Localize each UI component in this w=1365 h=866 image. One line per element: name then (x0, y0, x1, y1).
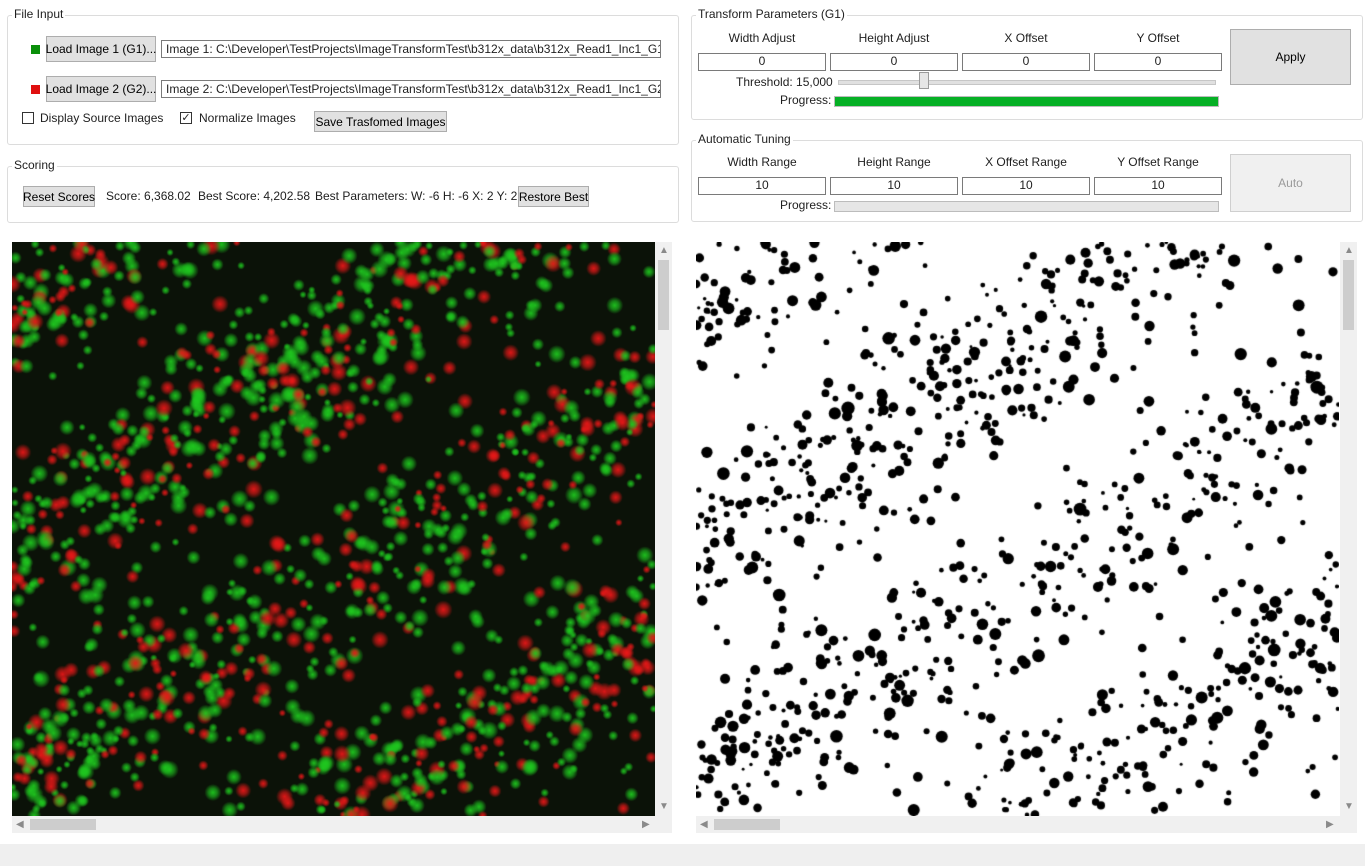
composite-image (12, 242, 655, 816)
best-params-text: Best Parameters: W: -6 H: -6 X: 2 Y: 2 (315, 189, 518, 203)
apply-button[interactable]: Apply (1230, 29, 1351, 85)
scroll-left-icon[interactable]: ◀ (16, 819, 24, 830)
transform-progress-bar (834, 96, 1219, 107)
normalize-checkbox[interactable]: ✓ (180, 112, 192, 124)
g2-color-swatch (31, 85, 40, 94)
threshold-slider-thumb[interactable] (919, 72, 930, 89)
status-bar (0, 844, 1365, 866)
display-source-checkbox[interactable] (22, 112, 34, 124)
height-range-label: Height Range (857, 155, 931, 169)
auto-button[interactable]: Auto (1230, 154, 1351, 212)
threshold-image (696, 242, 1339, 816)
scroll-right-icon[interactable]: ▶ (642, 819, 650, 830)
load-image-1-button[interactable]: Load Image 1 (G1)... (46, 36, 156, 62)
x-offset-range-input[interactable]: 10 (962, 177, 1090, 195)
left-vertical-scrollbar[interactable]: ▲ ▼ (655, 242, 672, 816)
threshold-image-viewer[interactable] (696, 242, 1339, 816)
best-score-text: Best Score: 4,202.58 (198, 189, 311, 203)
width-range-label: Width Range (727, 155, 797, 169)
save-transformed-button[interactable]: Save Trasfomed Images (314, 111, 447, 132)
scroll-down-icon[interactable]: ▼ (1344, 801, 1354, 812)
auto-progress-label: Progress: (780, 198, 832, 212)
scroll-right-icon[interactable]: ▶ (1326, 819, 1334, 830)
composite-image-viewer[interactable] (12, 242, 655, 816)
right-horizontal-scrollbar[interactable]: ◀ ▶ (696, 816, 1357, 833)
score-text: Score: 6,368.02 (106, 189, 191, 203)
threshold-label: Threshold: 15,000 (736, 75, 833, 89)
auto-progress-bar (834, 201, 1219, 212)
threshold-slider-track[interactable] (838, 80, 1216, 85)
auto-tuning-title: Automatic Tuning (696, 132, 793, 146)
x-offset-label: X Offset (1004, 31, 1048, 45)
right-horizontal-scroll-thumb[interactable] (714, 819, 780, 830)
y-offset-input[interactable]: 0 (1094, 53, 1222, 71)
transform-progress-label: Progress: (780, 93, 832, 107)
scroll-down-icon[interactable]: ▼ (659, 801, 669, 812)
scoring-title: Scoring (12, 158, 57, 172)
reset-scores-button[interactable]: Reset Scores (23, 186, 95, 207)
y-offset-label: Y Offset (1136, 31, 1180, 45)
normalize-label: Normalize Images (199, 111, 296, 125)
scroll-up-icon[interactable]: ▲ (1344, 245, 1354, 256)
y-offset-range-label: Y Offset Range (1117, 155, 1199, 169)
load-image-2-button[interactable]: Load Image 2 (G2)... (46, 76, 156, 102)
image-1-path-field[interactable]: Image 1: C:\Developer\TestProjects\Image… (161, 40, 661, 58)
file-input-title: File Input (12, 7, 66, 21)
transform-progress-fill (835, 97, 1218, 106)
width-range-input[interactable]: 10 (698, 177, 826, 195)
height-range-input[interactable]: 10 (830, 177, 958, 195)
x-offset-input[interactable]: 0 (962, 53, 1090, 71)
restore-best-button[interactable]: Restore Best (518, 186, 589, 207)
width-adjust-label: Width Adjust (728, 31, 796, 45)
display-source-label: Display Source Images (40, 111, 164, 125)
height-adjust-input[interactable]: 0 (830, 53, 958, 71)
width-adjust-input[interactable]: 0 (698, 53, 826, 71)
right-vertical-scroll-thumb[interactable] (1343, 260, 1354, 330)
left-horizontal-scrollbar[interactable]: ◀ ▶ (12, 816, 672, 833)
transform-title: Transform Parameters (G1) (696, 7, 847, 21)
y-offset-range-input[interactable]: 10 (1094, 177, 1222, 195)
left-horizontal-scroll-thumb[interactable] (30, 819, 96, 830)
g1-color-swatch (31, 45, 40, 54)
scroll-left-icon[interactable]: ◀ (700, 819, 708, 830)
height-adjust-label: Height Adjust (858, 31, 930, 45)
x-offset-range-label: X Offset Range (985, 155, 1067, 169)
image-2-path-field[interactable]: Image 2: C:\Developer\TestProjects\Image… (161, 80, 661, 98)
left-vertical-scroll-thumb[interactable] (658, 260, 669, 330)
scroll-up-icon[interactable]: ▲ (659, 245, 669, 256)
checkmark-icon: ✓ (181, 112, 191, 124)
right-vertical-scrollbar[interactable]: ▲ ▼ (1340, 242, 1357, 816)
